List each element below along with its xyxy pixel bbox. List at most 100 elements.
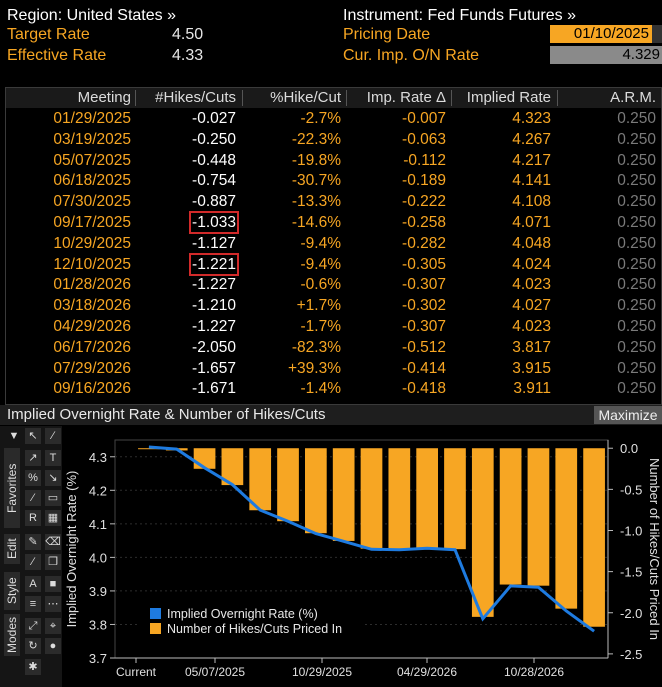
y-right-tick-label: -1.5 — [620, 565, 642, 580]
delete-icon[interactable]: ■ — [45, 576, 61, 592]
arrow-icon[interactable]: ↘ — [45, 470, 61, 486]
cell-meeting: 03/19/2025 — [53, 130, 131, 148]
font-icon[interactable]: A — [25, 576, 41, 592]
trend-icon[interactable]: ⁄ — [25, 490, 41, 506]
brush-icon[interactable]: ∕ — [25, 554, 41, 570]
cell-implied: 4.323 — [512, 110, 551, 127]
y-left-tick-label: 4.2 — [89, 483, 107, 498]
cell-meeting: 07/30/2025 — [53, 193, 131, 211]
copy-icon[interactable]: ❐ — [45, 554, 61, 570]
dots-icon[interactable]: ⋯ — [45, 596, 61, 612]
table-row[interactable]: 06/17/2026 -2.050 -82.3% -0.512 3.817 0.250 — [6, 337, 661, 358]
text-icon[interactable]: T — [45, 450, 61, 466]
instrument-selector[interactable]: Instrument: Fed Funds Futures » — [343, 7, 576, 24]
cell-pct: -9.4% — [300, 234, 342, 252]
cell-meeting: 06/18/2025 — [53, 172, 131, 190]
y-right-tick-label: 0.0 — [620, 441, 638, 456]
table-row[interactable]: 03/18/2026 -1.210 +1.7% -0.302 4.027 0.250 — [6, 295, 661, 316]
table-row[interactable]: 09/16/2026 -1.671 -1.4% -0.418 3.911 0.250 — [6, 378, 661, 399]
table-row[interactable]: 01/28/2026 -1.227 -0.6% -0.307 4.023 0.250 — [6, 274, 661, 295]
cell-imp-delta: -0.258 — [402, 213, 446, 231]
color-icon[interactable]: ● — [45, 638, 61, 654]
table-row[interactable]: 06/18/2025 -0.754 -30.7% -0.189 4.141 0.250 — [6, 170, 661, 191]
legend-label-rate: Implied Overnight Rate (%) — [167, 607, 318, 621]
col-implied[interactable]: Implied Rate — [466, 89, 551, 106]
y-left-tick-label: 4.3 — [89, 450, 107, 465]
cell-imp-delta: -0.307 — [402, 317, 446, 335]
y-left-axis-title: Implied Overnight Rate (%) — [64, 471, 79, 628]
hikes-bar — [138, 448, 160, 450]
y-right-tick-label: -2.0 — [620, 606, 642, 621]
table-row[interactable]: 07/29/2026 -1.657 +39.3% -0.414 3.915 0.250 — [6, 358, 661, 379]
hikes-bar — [499, 448, 522, 585]
cell-meeting: 03/18/2026 — [53, 297, 131, 315]
pen-icon[interactable]: ∕ — [45, 428, 61, 444]
cell-imp-delta: -0.007 — [402, 110, 446, 127]
maximize-button[interactable]: Maximize — [594, 406, 662, 424]
x-tick-label: 04/29/2026 — [397, 665, 457, 679]
cell-pct: -1.4% — [300, 380, 342, 398]
edit-pencil-icon[interactable]: ✎ — [25, 534, 41, 550]
table-row[interactable]: 12/10/2025 -1.221 -9.4% -0.305 4.024 0.250 — [6, 252, 661, 276]
cell-imp-delta: -0.305 — [402, 255, 446, 273]
target-rate-value: 4.50 — [172, 26, 204, 43]
rectangle-icon[interactable]: R — [25, 510, 41, 526]
cell-hikes: -0.754 — [192, 172, 236, 190]
cell-meeting: 05/07/2025 — [53, 151, 131, 169]
grid-icon[interactable]: ▦ — [45, 510, 61, 526]
dropdown-arrow-icon[interactable]: ▼ — [6, 428, 22, 444]
settings-gear-icon[interactable]: ✱ — [25, 659, 41, 675]
col-hikes[interactable]: #Hikes/Cuts — [155, 89, 236, 106]
table-body: 01/29/2025 -0.027 -2.7% -0.007 4.323 0.250 03/… — [6, 108, 661, 399]
cell-hikes: -1.210 — [192, 297, 236, 315]
cell-implied: 4.267 — [512, 130, 551, 148]
cell-implied: 4.071 — [512, 213, 551, 231]
col-pct[interactable]: %Hike/Cut — [270, 89, 341, 106]
eraser-icon[interactable]: ⌫ — [45, 534, 61, 550]
pricing-date-input[interactable]: 01/10/2025 — [550, 25, 653, 43]
cell-imp-delta: -0.282 — [402, 234, 446, 252]
percent-icon[interactable]: % — [25, 470, 41, 486]
crosshair-icon[interactable]: ⌖ — [45, 618, 61, 634]
x-tick-label: Current — [116, 665, 157, 679]
table-row[interactable]: 09/17/2025 -1.033 -14.6% -0.258 4.071 0.250 — [6, 210, 661, 234]
region-selector[interactable]: Region: United States » — [7, 7, 176, 24]
lines-icon[interactable]: ≡ — [25, 596, 41, 612]
cell-implied: 3.915 — [512, 359, 551, 377]
hikes-bar — [416, 448, 438, 548]
table-row[interactable]: 07/30/2025 -0.887 -13.3% -0.222 4.108 0.250 — [6, 191, 661, 212]
col-arm[interactable]: A.R.M. — [610, 89, 656, 106]
col-meeting[interactable]: Meeting — [77, 89, 131, 106]
hikes-bar — [305, 448, 327, 534]
col-imp-delta[interactable]: Imp. Rate Δ — [366, 89, 446, 106]
table-row[interactable]: 05/07/2025 -0.448 -19.8% -0.112 4.217 0.250 — [6, 150, 661, 171]
effective-rate-label: Effective Rate — [7, 47, 107, 64]
col-divider — [242, 90, 243, 106]
cell-meeting: 01/29/2025 — [53, 110, 131, 127]
x-tick-label: 05/07/2025 — [185, 665, 245, 679]
table-row[interactable]: 10/29/2025 -1.127 -9.4% -0.282 4.048 0.250 — [6, 233, 661, 254]
zoom-icon[interactable]: ⤢ — [25, 618, 41, 634]
highlight-box: -1.221 — [189, 252, 239, 276]
cell-hikes: -1.671 — [192, 380, 236, 398]
rate-chart: 4.3 4.2 4.1 4.0 3.9 3.8 3.7 0.0 -0.5 -1.0 -1.5 -2.0… — [64, 439, 662, 679]
table-row[interactable]: 01/29/2025 -0.027 -2.7% -0.007 4.323 0.250 — [6, 108, 661, 129]
table-row[interactable]: 03/19/2025 -0.250 -22.3% -0.063 4.267 0.250 — [6, 129, 661, 150]
pointer-icon[interactable]: ↖ — [25, 428, 41, 444]
cell-implied: 4.023 — [512, 317, 551, 335]
cell-imp-delta: -0.418 — [402, 380, 446, 398]
line-tool-icon[interactable]: ↗ — [25, 450, 41, 466]
cell-imp-delta: -0.307 — [402, 276, 446, 294]
table-row[interactable]: 04/29/2026 -1.227 -1.7% -0.307 4.023 0.250 — [6, 316, 661, 337]
cell-implied: 4.024 — [512, 255, 551, 273]
chart-title: Implied Overnight Rate & Number of Hikes… — [7, 406, 326, 423]
y-left-tick-label: 3.8 — [89, 617, 107, 632]
cell-hikes: -1.221 — [136, 252, 239, 276]
cell-arm: 0.250 — [617, 110, 656, 127]
shape-icon[interactable]: ▭ — [45, 490, 61, 506]
calendar-icon[interactable] — [652, 25, 662, 43]
hikes-bar — [221, 448, 244, 486]
meetings-table: Meeting #Hikes/Cuts %Hike/Cut Imp. Rate … — [5, 87, 662, 405]
refresh-icon[interactable]: ↻ — [25, 638, 41, 654]
target-rate-label: Target Rate — [7, 26, 90, 43]
